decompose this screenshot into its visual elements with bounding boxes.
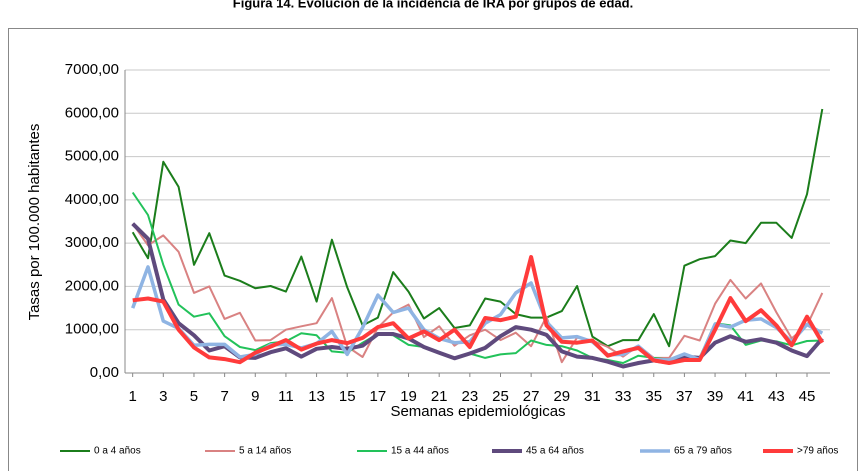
legend-label: 65 a 79 años xyxy=(674,446,732,457)
x-tick-label: 45 xyxy=(799,388,816,405)
x-tick-label: 15 xyxy=(339,388,356,405)
y-axis-title: Tasas por 100.000 habitantes xyxy=(26,124,43,321)
y-tick-label: 1000,00 xyxy=(65,321,119,338)
x-tick-label: 27 xyxy=(523,388,540,405)
x-tick-label: 39 xyxy=(707,388,724,405)
x-tick-label: 17 xyxy=(370,388,387,405)
y-tick-label: 7000,00 xyxy=(65,61,119,78)
x-tick-label: 3 xyxy=(159,388,167,405)
x-tick-label: 23 xyxy=(461,388,478,405)
y-tick-label: 0,00 xyxy=(90,364,119,381)
x-tick-label: 13 xyxy=(308,388,325,405)
x-tick-label: 5 xyxy=(190,388,198,405)
legend-label: >79 años xyxy=(797,446,838,457)
x-tick-label: 35 xyxy=(645,388,662,405)
x-tick-label: 1 xyxy=(128,388,136,405)
chart-frame xyxy=(8,28,858,471)
x-tick-label: 37 xyxy=(676,388,693,405)
x-axis-title: Semanas epidemiológicas xyxy=(390,403,565,420)
x-tick-label: 21 xyxy=(431,388,448,405)
x-tick-label: 43 xyxy=(768,388,785,405)
series-line xyxy=(131,191,823,364)
y-tick-label: 6000,00 xyxy=(65,104,119,121)
y-tick-label: 4000,00 xyxy=(65,191,119,208)
x-tick-label: 9 xyxy=(251,388,259,405)
chart-title: Figura 14. Evolución de la incidencia de… xyxy=(233,0,633,10)
legend-label: 0 a 4 años xyxy=(94,446,141,457)
x-tick-label: 33 xyxy=(615,388,632,405)
y-tick-label: 2000,00 xyxy=(65,277,119,294)
x-tick-label: 11 xyxy=(278,388,294,405)
series-line xyxy=(132,255,825,365)
y-tick-label: 3000,00 xyxy=(65,234,119,251)
x-tick-label: 25 xyxy=(492,388,509,405)
x-tick-label: 41 xyxy=(737,388,754,405)
y-tick-label: 5000,00 xyxy=(65,148,119,165)
x-tick-label: 19 xyxy=(400,388,417,405)
x-tick-label: 29 xyxy=(553,388,570,405)
legend-label: 45 a 64 años xyxy=(526,446,584,457)
legend-label: 5 a 14 años xyxy=(239,446,291,457)
x-tick-label: 31 xyxy=(584,388,601,405)
series-line xyxy=(131,108,824,348)
legend-label: 15 a 44 años xyxy=(391,446,449,457)
x-tick-label: 7 xyxy=(220,388,228,405)
